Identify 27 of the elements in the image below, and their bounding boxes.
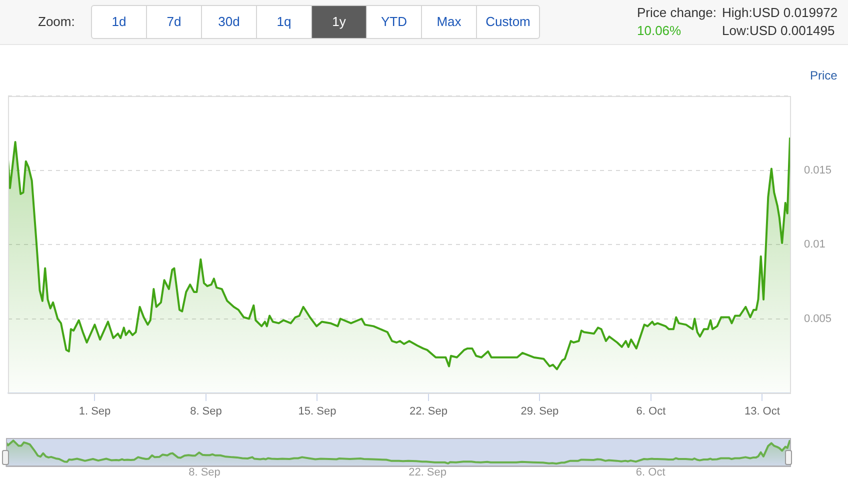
- text: YTD: [366, 6, 421, 38]
- text: 7d: [146, 6, 201, 38]
- x-tick-label: 6. Oct: [636, 406, 666, 418]
- text: Zoom:: [38, 14, 75, 29]
- text: High:USD 0.019972: [722, 5, 838, 20]
- text: 10.06%: [637, 23, 682, 38]
- text: Low:USD 0.001495: [722, 23, 835, 38]
- text: 1y: [311, 6, 366, 38]
- x-tick-label: 22. Sep: [408, 466, 446, 479]
- y-axis-title: Price: [810, 68, 838, 82]
- text: 1d: [110, 13, 128, 31]
- text: Custom: [476, 6, 539, 38]
- x-tick-label: 6. Oct: [636, 466, 666, 479]
- x-tick-label: 29. Sep: [520, 406, 559, 418]
- text: 1q: [256, 6, 311, 38]
- y-tick-label: 0.01: [804, 238, 826, 251]
- text: 30d: [201, 6, 256, 38]
- x-tick-label: 22. Sep: [410, 406, 448, 418]
- text: Price change:: [637, 5, 716, 20]
- x-tick-label: 8. Sep: [190, 406, 222, 418]
- x-tick-label: 1. Sep: [78, 406, 111, 418]
- x-tick-label: 8. Sep: [188, 466, 220, 479]
- x-tick-label: 13. Oct: [744, 406, 780, 418]
- text: Max: [421, 6, 476, 38]
- y-tick-label: 0.005: [804, 312, 832, 325]
- x-tick-label: 15. Sep: [298, 406, 336, 418]
- y-tick-label: 0.015: [804, 164, 832, 176]
